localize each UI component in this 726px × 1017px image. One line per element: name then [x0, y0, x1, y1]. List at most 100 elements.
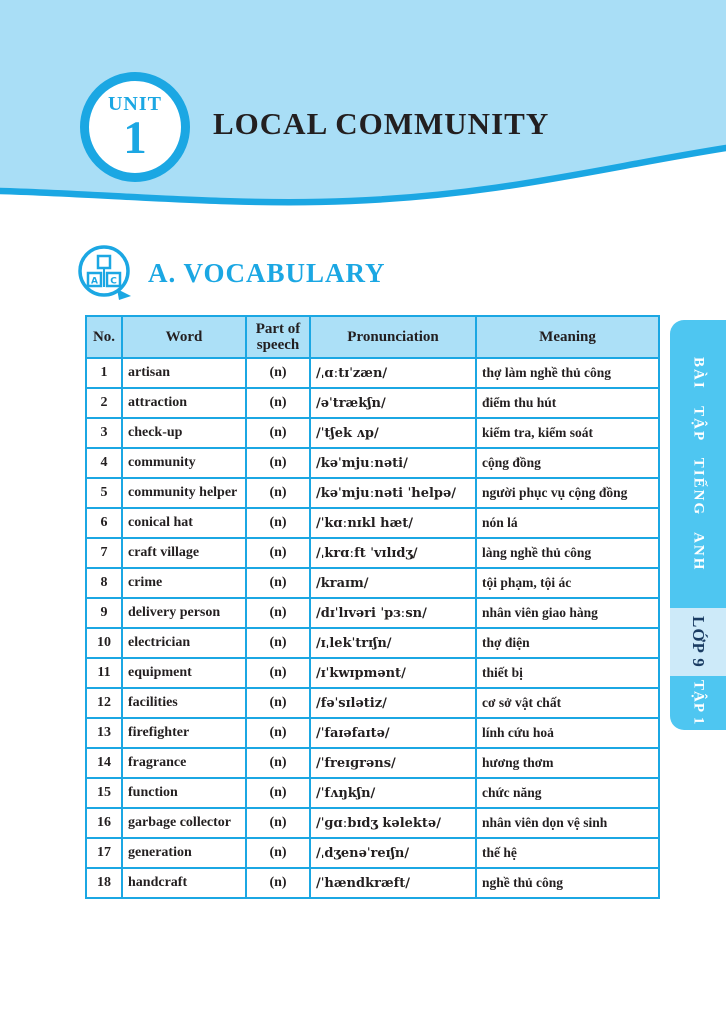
header-word: Word	[121, 315, 247, 359]
cell-part-of-speech: (n)	[245, 537, 311, 569]
cell-part-of-speech: (n)	[245, 657, 311, 689]
cell-pronunciation: /ˌdʒenəˈreɪʃn/	[309, 837, 477, 869]
side-tab-volume-label: TẬP 1	[690, 680, 707, 726]
cell-word: community helper	[121, 477, 247, 509]
side-tab-volume: TẬP 1	[670, 676, 726, 730]
table-row: 6 conical hat (n) /ˈkɑːnɪkl hæt/ nón lá	[85, 507, 660, 539]
unit-banner: UNIT 1 LOCAL COMMUNITY	[0, 0, 726, 215]
table-row: 12 facilities (n) /fəˈsɪlətiz/ cơ sở vật…	[85, 687, 660, 719]
cell-word: check-up	[121, 417, 247, 449]
cell-meaning: nhân viên dọn vệ sinh	[475, 807, 660, 839]
cell-no: 8	[85, 567, 123, 599]
table-row: 8 crime (n) /kraɪm/ tội phạm, tội ác	[85, 567, 660, 599]
table-row: 11 equipment (n) /ɪˈkwɪpmənt/ thiết bị	[85, 657, 660, 689]
table-header-row: No. Word Part of speech Pronunciation Me…	[85, 315, 660, 359]
cell-meaning: lính cứu hoả	[475, 717, 660, 749]
table-row: 17 generation (n) /ˌdʒenəˈreɪʃn/ thế hệ	[85, 837, 660, 869]
cell-pronunciation: /ˌkrɑːft ˈvɪlɪdʒ/	[309, 537, 477, 569]
cell-part-of-speech: (n)	[245, 837, 311, 869]
header-part-of-speech: Part of speech	[245, 315, 311, 359]
cell-part-of-speech: (n)	[245, 717, 311, 749]
cell-word: equipment	[121, 657, 247, 689]
cell-word: facilities	[121, 687, 247, 719]
side-tab-grade: LỚP 9	[670, 608, 726, 676]
cell-no: 15	[85, 777, 123, 809]
table-row: 14 fragrance (n) /ˈfreɪɡrəns/ hương thơm	[85, 747, 660, 779]
cell-part-of-speech: (n)	[245, 687, 311, 719]
cell-meaning: cơ sở vật chất	[475, 687, 660, 719]
table-row: 1 artisan (n) /ˌɑːtɪˈzæn/ thợ làm nghề t…	[85, 357, 660, 389]
side-tab-grade-label: LỚP 9	[689, 616, 708, 668]
cell-pronunciation: /ˈtʃek ʌp/	[309, 417, 477, 449]
cell-word: garbage collector	[121, 807, 247, 839]
unit-badge: UNIT 1	[80, 72, 190, 182]
cell-no: 11	[85, 657, 123, 689]
cell-word: generation	[121, 837, 247, 869]
cell-meaning: làng nghề thủ công	[475, 537, 660, 569]
vocabulary-table: No. Word Part of speech Pronunciation Me…	[85, 315, 660, 899]
cell-part-of-speech: (n)	[245, 567, 311, 599]
cell-meaning: kiểm tra, kiểm soát	[475, 417, 660, 449]
alphabet-blocks-icon: A C	[76, 244, 134, 302]
cell-meaning: cộng đồng	[475, 447, 660, 479]
cell-part-of-speech: (n)	[245, 867, 311, 899]
cell-meaning: người phục vụ cộng đồng	[475, 477, 660, 509]
cell-word: firefighter	[121, 717, 247, 749]
cell-no: 16	[85, 807, 123, 839]
table-row: 18 handcraft (n) /ˈhændkræft/ nghề thủ c…	[85, 867, 660, 899]
cell-no: 7	[85, 537, 123, 569]
cell-word: handcraft	[121, 867, 247, 899]
cell-meaning: tội phạm, tội ác	[475, 567, 660, 599]
cell-word: function	[121, 777, 247, 809]
cell-word: attraction	[121, 387, 247, 419]
cell-no: 3	[85, 417, 123, 449]
cell-part-of-speech: (n)	[245, 777, 311, 809]
cell-no: 1	[85, 357, 123, 389]
cell-part-of-speech: (n)	[245, 627, 311, 659]
cell-pronunciation: /ˈhændkræft/	[309, 867, 477, 899]
cell-word: fragrance	[121, 747, 247, 779]
cell-word: electrician	[121, 627, 247, 659]
cell-part-of-speech: (n)	[245, 477, 311, 509]
cell-no: 13	[85, 717, 123, 749]
cell-part-of-speech: (n)	[245, 357, 311, 389]
header-no: No.	[85, 315, 123, 359]
table-row: 7 craft village (n) /ˌkrɑːft ˈvɪlɪdʒ/ là…	[85, 537, 660, 569]
table-row: 2 attraction (n) /əˈtrækʃn/ điểm thu hút	[85, 387, 660, 419]
cell-meaning: thợ làm nghề thủ công	[475, 357, 660, 389]
cell-pronunciation: /kəˈmjuːnəti ˈhelpə/	[309, 477, 477, 509]
table-row: 15 function (n) /ˈfʌŋkʃn/ chức năng	[85, 777, 660, 809]
unit-number: 1	[123, 112, 147, 164]
section-title: A. VOCABULARY	[148, 257, 386, 288]
cell-meaning: thế hệ	[475, 837, 660, 869]
table-row: 3 check-up (n) /ˈtʃek ʌp/ kiểm tra, kiểm…	[85, 417, 660, 449]
table-row: 5 community helper (n) /kəˈmjuːnəti ˈhel…	[85, 477, 660, 509]
cell-pronunciation: /dɪˈlɪvəri ˈpɜːsn/	[309, 597, 477, 629]
table-row: 4 community (n) /kəˈmjuːnəti/ cộng đồng	[85, 447, 660, 479]
cell-meaning: điểm thu hút	[475, 387, 660, 419]
unit-label: UNIT	[107, 93, 162, 115]
cell-part-of-speech: (n)	[245, 417, 311, 449]
cell-meaning: nghề thủ công	[475, 867, 660, 899]
header-pronunciation: Pronunciation	[309, 315, 477, 359]
cell-pronunciation: /ˈfʌŋkʃn/	[309, 777, 477, 809]
cell-word: conical hat	[121, 507, 247, 539]
cell-no: 9	[85, 597, 123, 629]
book-side-tab: BÀI TẬP TIẾNG ANH LỚP 9 TẬP 1	[670, 320, 726, 730]
table-row: 10 electrician (n) /ɪˌlekˈtrɪʃn/ thợ điệ…	[85, 627, 660, 659]
cell-no: 17	[85, 837, 123, 869]
cell-pronunciation: /ˈfreɪɡrəns/	[309, 747, 477, 779]
cell-pronunciation: /kəˈmjuːnəti/	[309, 447, 477, 479]
cell-part-of-speech: (n)	[245, 747, 311, 779]
cell-part-of-speech: (n)	[245, 447, 311, 479]
cell-pronunciation: /ˈfaɪəfaɪtə/	[309, 717, 477, 749]
table-row: 13 firefighter (n) /ˈfaɪəfaɪtə/ lính cứu…	[85, 717, 660, 749]
cell-part-of-speech: (n)	[245, 387, 311, 419]
cell-pronunciation: /fəˈsɪlətiz/	[309, 687, 477, 719]
side-tab-series: BÀI TẬP TIẾNG ANH	[670, 320, 726, 608]
cell-no: 14	[85, 747, 123, 779]
section-heading: A C A. VOCABULARY	[76, 244, 386, 302]
page-title: LOCAL COMMUNITY	[213, 106, 550, 141]
cell-no: 2	[85, 387, 123, 419]
